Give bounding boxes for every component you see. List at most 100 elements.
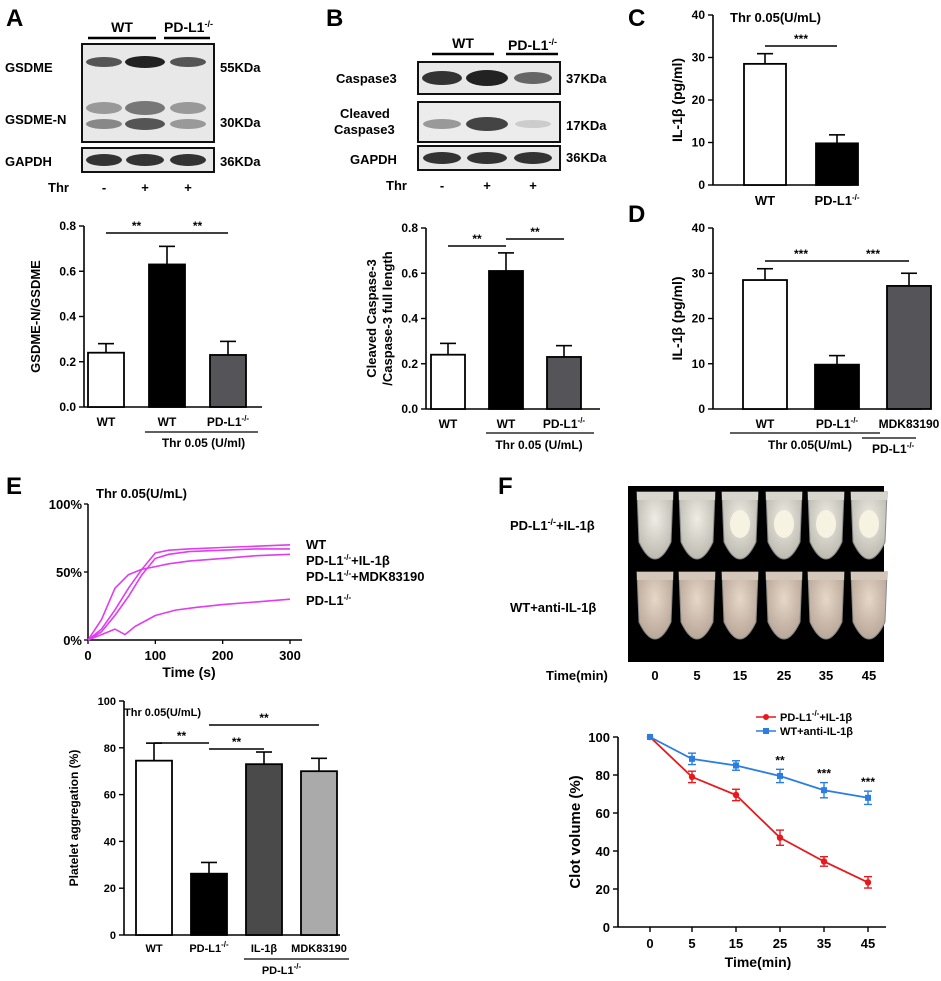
category-label: WT: [145, 943, 162, 955]
photo-row1-label: PD-L1-/-+IL-1β: [510, 517, 595, 533]
y-tick-label: 40: [596, 844, 610, 859]
data-point: [821, 787, 827, 794]
tube-rim: [679, 492, 715, 500]
bar: [886, 285, 932, 410]
blot-b-header-ko: PD-L1-/-: [508, 37, 557, 53]
data-point: [865, 794, 871, 801]
panel-label-c: C: [628, 5, 645, 32]
x-tick-label: 25: [773, 936, 787, 951]
blot-a-lane-sign: +: [184, 180, 192, 195]
blot-band: [125, 56, 165, 68]
blot-a-lane-sign: +: [141, 180, 149, 195]
group-label: Thr 0.05(U/mL): [768, 438, 852, 452]
category-label: PD-L1-/-: [543, 416, 586, 431]
tube: [807, 571, 845, 640]
chart-c-il1b: 0 10 20 30 40 IL-1β (pg/ml) Thr 0.05(U/mL) WT PD…: [669, 8, 860, 208]
data-point: [732, 791, 740, 799]
y-tick-label: 0.8: [401, 221, 418, 235]
x-axis-title: Time(min): [725, 954, 792, 970]
blot-a-row-label: GSDME-N: [5, 112, 66, 127]
blot-b-size-label: 37KDa: [566, 71, 607, 86]
bar: [488, 270, 524, 410]
blot-band: [514, 152, 552, 164]
panel-label-a: A: [6, 5, 23, 32]
y-axis-title: IL-1β (pg/ml): [669, 58, 685, 142]
blot-band: [466, 70, 508, 86]
y-tick-label: 20: [596, 882, 610, 897]
significance-mark: **: [472, 232, 482, 246]
blot-band: [86, 102, 122, 114]
y-tick-label: 0.0: [59, 400, 76, 414]
tube: [636, 491, 674, 560]
sub-label: PD-L1-/-: [872, 441, 915, 456]
y-tick-label: 100: [588, 730, 610, 745]
data-point: [777, 772, 783, 779]
bar: [135, 759, 173, 936]
blot-b-lane-sign: +: [483, 178, 491, 193]
tube-rim: [808, 572, 844, 580]
tube-rim: [766, 492, 802, 500]
tube-rim: [722, 572, 758, 580]
blot-b-size-label: 36KDa: [566, 150, 607, 165]
category-label: MDK83190: [879, 417, 940, 431]
y-tick-label: 0.8: [59, 219, 76, 233]
series-line: [649, 736, 869, 799]
y-tick-label: 30: [692, 266, 706, 280]
significance-mark: ***: [794, 247, 808, 261]
tube-rim: [679, 572, 715, 580]
blot-a-size-label: 36KDa: [220, 154, 261, 169]
chart-e-aggregation-trace: 0% 50% 100% 0 100 200 300 Time (s) Thr 0.05(U/mL…: [49, 486, 425, 680]
data-point: [733, 762, 739, 769]
y-tick-label: 40: [692, 221, 706, 235]
significance-mark: ***: [817, 767, 831, 781]
tube-rim: [851, 572, 887, 580]
y-tick-label: 0: [110, 930, 116, 942]
blot-b-thr-label: Thr: [386, 178, 407, 193]
x-tick-label: 15: [729, 936, 743, 951]
blot-b-row-label: Cleaved: [340, 106, 390, 121]
clot: [774, 510, 794, 538]
y-axis-title: Platelet aggregation (%): [67, 750, 81, 887]
y-tick-label: 60: [596, 806, 610, 821]
tube-rim: [766, 572, 802, 580]
bar: [209, 354, 247, 408]
y-tick-label: 40: [104, 836, 116, 848]
chart-f-clot-volume: 0 20 40 60 80 100 0 5 15 25 35 45 Time(min) Clot volu…: [567, 709, 886, 970]
y-tick-label: 80: [104, 743, 116, 755]
x-axis-title: Time (s): [162, 664, 215, 680]
y-tick-label: 0.6: [59, 264, 76, 278]
data-point: [647, 734, 653, 740]
tube-rim: [851, 492, 887, 500]
y-tick-label: 30: [692, 51, 706, 65]
blot-band: [170, 102, 206, 114]
bar: [546, 356, 582, 410]
y-tick-label: 10: [692, 357, 706, 371]
bar: [815, 142, 859, 186]
significance-mark: ***: [866, 247, 880, 261]
y-tick-label: 0.0: [401, 402, 418, 416]
y-tick-label: 20: [692, 93, 706, 107]
panel-f-photo: PD-L1-/-+IL-1β WT+anti-IL-1β Time(min) 0…: [510, 486, 888, 683]
blot-a-size-label: 55KDa: [220, 60, 261, 75]
photo-time-tick: 45: [862, 668, 876, 683]
significance-mark: **: [132, 219, 142, 233]
significance-mark: **: [193, 219, 203, 233]
data-point: [776, 834, 784, 841]
legend-marker: [763, 728, 769, 734]
y-tick-label: 0: [698, 402, 705, 416]
blot-band: [423, 119, 461, 129]
y-tick-label: 0.4: [59, 310, 76, 324]
photo-time-tick: 25: [777, 668, 791, 683]
blot-a-header-ko: PD-L1-/-: [164, 19, 213, 35]
significance-mark: ***: [861, 775, 875, 789]
blot-band: [170, 119, 206, 129]
y-tick-label: 0: [603, 920, 610, 935]
chart-title: Thr 0.05(U/mL): [730, 10, 821, 25]
blot-a-header-wt: WT: [111, 19, 133, 35]
panel-b-blot: WT PD-L1-/- Caspase3 Cleaved Caspase3 GA…: [334, 35, 607, 193]
clot: [859, 510, 879, 538]
bar: [430, 353, 466, 410]
panel-label-f: F: [498, 473, 513, 500]
blot-a-row-label: GSDME: [5, 60, 53, 75]
blot-band: [515, 120, 551, 128]
